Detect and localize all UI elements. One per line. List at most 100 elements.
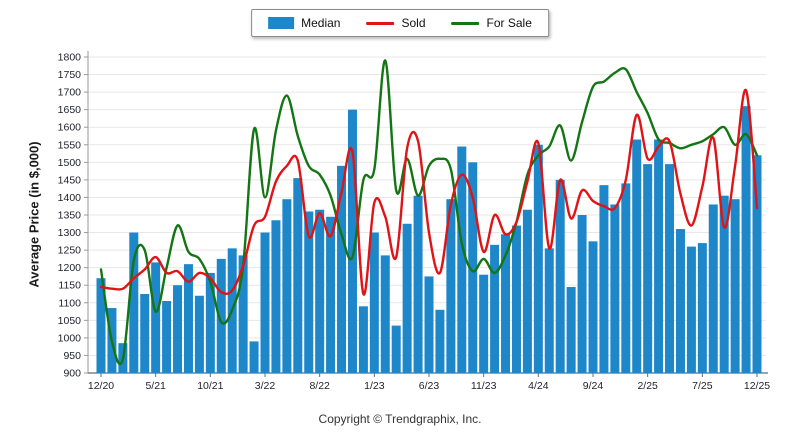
x-axis: 12/20 5/21 10/21 3/22 8/22 1/23 6/23 11/23 4/24 9…	[88, 373, 770, 392]
bar	[446, 199, 456, 373]
bar	[665, 164, 675, 373]
bar	[457, 146, 467, 373]
legend-item-for-sale: For Sale	[451, 16, 532, 30]
bar	[424, 276, 434, 373]
bar	[347, 109, 357, 374]
bar	[544, 248, 554, 373]
x-tick-label: 12/25	[744, 380, 770, 392]
copyright-text: Copyright © Trendgraphix, Inc.	[318, 412, 482, 426]
bar	[654, 139, 664, 373]
y-tick-label: 1050	[58, 315, 82, 327]
legend-item-median: Median	[268, 16, 340, 30]
sold-line-swatch	[366, 21, 395, 25]
bar	[719, 195, 729, 373]
bar	[140, 294, 150, 373]
y-tick-label: 1100	[58, 297, 81, 309]
y-tick-label: 1200	[58, 262, 82, 274]
bar	[238, 255, 248, 373]
x-tick-label: 6/23	[419, 380, 440, 392]
bar	[741, 106, 751, 374]
bar	[151, 262, 161, 373]
bar	[96, 278, 106, 373]
median-bar-swatch	[268, 17, 295, 29]
y-tick-label: 900	[63, 368, 81, 380]
y-tick-label: 1750	[58, 69, 82, 81]
bar	[391, 325, 401, 373]
x-tick-label: 9/24	[583, 380, 604, 392]
median-bars	[96, 106, 762, 374]
bar	[282, 199, 292, 373]
bar	[435, 309, 445, 373]
bar	[183, 264, 193, 373]
x-tick-label: 4/24	[528, 380, 549, 392]
bar	[271, 220, 281, 373]
x-tick-label: 11/23	[471, 380, 497, 392]
legend-label-sold: Sold	[401, 16, 426, 30]
bar	[205, 272, 215, 373]
y-tick-label: 1400	[58, 192, 82, 204]
bar	[194, 295, 204, 373]
bar	[675, 229, 685, 373]
x-tick-label: 7/25	[692, 380, 713, 392]
bar	[413, 195, 423, 373]
bar	[643, 164, 653, 373]
bar	[490, 244, 500, 373]
bar	[501, 234, 511, 373]
y-tick-label: 1250	[58, 245, 82, 257]
bar	[621, 183, 631, 373]
y-tick-label: 950	[63, 350, 81, 362]
bar	[610, 204, 620, 373]
bar	[697, 243, 707, 373]
y-tick-label: 1800	[58, 52, 82, 64]
bar	[533, 144, 543, 373]
y-axis: 900 950 1000 1050 1100 1150 1200 1250 1300 1350 14…	[58, 52, 88, 380]
bar	[369, 232, 379, 373]
bar	[293, 178, 303, 373]
y-tick-label: 1350	[58, 210, 82, 222]
x-tick-label: 3/22	[255, 380, 276, 392]
y-axis-title: Average Price (in $,000)	[26, 141, 42, 288]
bar	[708, 204, 718, 373]
y-tick-label: 1550	[58, 139, 82, 151]
x-tick-label: 5/21	[145, 380, 166, 392]
legend: Median Sold For Sale	[251, 9, 549, 37]
bar	[173, 285, 183, 373]
bar	[479, 274, 489, 373]
x-tick-label: 12/20	[88, 380, 114, 392]
y-tick-label: 1300	[58, 227, 82, 239]
for-sale-line	[99, 59, 759, 366]
y-tick-label: 1650	[58, 104, 82, 116]
bar	[304, 211, 314, 373]
bar	[588, 241, 598, 373]
x-tick-label: 1/23	[364, 380, 385, 392]
x-tick-label: 10/21	[197, 380, 223, 392]
y-tick-label: 1500	[58, 157, 82, 169]
y-tick-label: 1700	[58, 87, 82, 99]
y-tick-label: 1600	[58, 122, 82, 134]
bar	[599, 185, 609, 373]
bar	[511, 225, 521, 373]
x-tick-label: 8/22	[309, 380, 330, 392]
bar	[468, 162, 478, 373]
legend-label-median: Median	[301, 16, 341, 30]
legend-label-for-sale: For Sale	[486, 16, 532, 30]
bar	[632, 139, 642, 373]
for-sale-line-swatch	[451, 21, 480, 25]
legend-item-sold: Sold	[366, 16, 426, 30]
bar	[315, 209, 325, 373]
bar	[260, 232, 270, 373]
x-tick-label: 2/25	[637, 380, 658, 392]
y-tick-label: 1150	[58, 280, 81, 292]
bar	[402, 223, 412, 373]
bar	[522, 209, 532, 373]
bar	[216, 258, 226, 373]
bar	[730, 199, 740, 373]
bar	[566, 286, 576, 373]
bar	[337, 165, 347, 373]
bar	[249, 341, 259, 373]
bar	[380, 255, 390, 373]
y-tick-label: 1000	[58, 332, 82, 344]
sold-line	[99, 88, 759, 296]
bar	[686, 246, 696, 373]
